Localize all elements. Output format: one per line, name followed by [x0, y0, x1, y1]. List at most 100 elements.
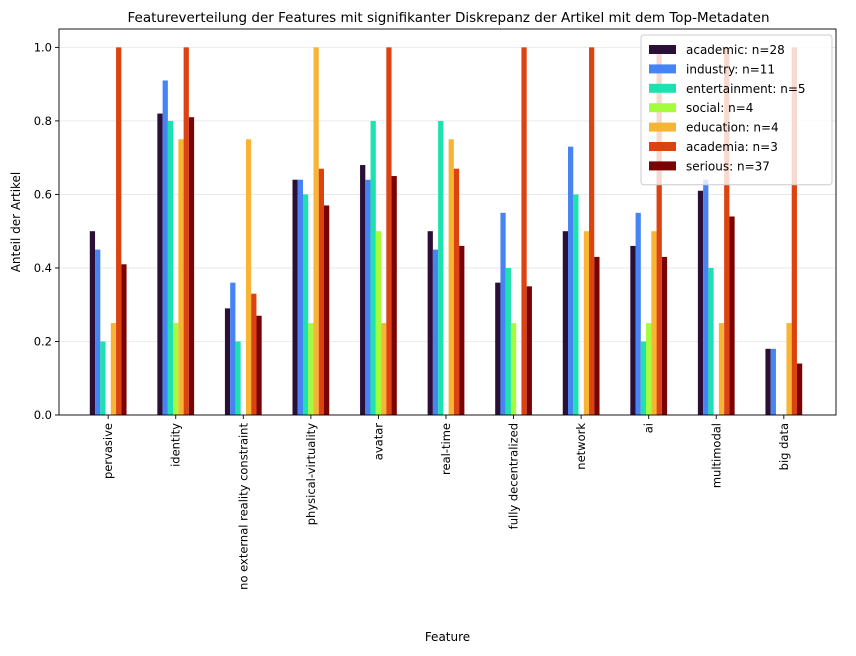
bar-identity-6: [188, 117, 195, 415]
x-tick-label: physical-virtuality: [304, 423, 318, 525]
x-tick-label: identity: [169, 423, 183, 467]
bar-no-external-reality-constraint-2: [235, 341, 241, 415]
bar-ai-6: [661, 256, 668, 415]
legend-entry: serious: n=37: [686, 159, 770, 173]
bar-no-external-reality-constraint-5: [251, 293, 257, 415]
bar-physical-virtuality-3: [308, 323, 314, 415]
y-tick-label: 0.6: [34, 187, 52, 201]
y-tick-label: 0.8: [34, 114, 52, 128]
bar-pervasive-2: [100, 341, 106, 415]
bar-network-5: [589, 47, 595, 415]
bar-multimodal-6: [729, 216, 735, 415]
bar-identity-0: [157, 113, 163, 416]
legend: academic: n=28 industry: n=11 entertainmen…: [640, 34, 833, 186]
bar-no-external-reality-constraint-1: [230, 282, 236, 415]
bar-physical-virtuality-4: [313, 47, 319, 415]
y-tick-label: 1.0: [34, 40, 52, 54]
x-axis-label: Feature: [425, 630, 470, 644]
bar-big-data-0: [765, 348, 771, 415]
bar-physical-virtuality-2: [302, 194, 309, 415]
bar-real-time-1: [432, 249, 439, 415]
x-tick-label: fully decentralized: [507, 423, 521, 529]
bar-multimodal-5: [724, 47, 730, 415]
bar-network-2: [573, 194, 579, 415]
y-tick-label: 0.2: [34, 334, 52, 348]
bar-fully-decentralized-3: [510, 323, 517, 415]
bar-pervasive-4: [110, 323, 117, 415]
bar-real-time-6: [459, 245, 465, 415]
bar-identity-1: [162, 80, 168, 415]
bar-no-external-reality-constraint-6: [256, 315, 262, 415]
bar-avatar-6: [391, 176, 397, 415]
bar-real-time-5: [453, 168, 460, 415]
bar-big-data-1: [770, 348, 776, 415]
x-tick-label: pervasive: [101, 423, 115, 479]
y-tick-label: 0.4: [34, 261, 52, 275]
x-tick-label: multimodal: [709, 423, 723, 488]
bar-fully-decentralized-2: [505, 267, 511, 415]
x-tick-label: network: [574, 423, 588, 470]
bar-network-0: [562, 231, 569, 415]
legend-swatch: [649, 83, 676, 93]
bar-multimodal-2: [708, 267, 714, 415]
bar-big-data-5: [791, 47, 797, 415]
bar-pervasive-5: [116, 47, 122, 415]
legend-swatch: [649, 45, 676, 54]
legend-entry: academic: n=28: [686, 43, 785, 57]
bar-physical-virtuality-1: [297, 179, 303, 415]
bar-pervasive-0: [89, 231, 96, 415]
y-axis-ticks: 0.0 0.2 0.4 0.6 0.8 1.0: [34, 40, 59, 422]
x-tick-label: avatar: [371, 423, 385, 460]
y-axis-label: Anteil der Artikel: [9, 172, 23, 273]
bar-avatar-4: [381, 323, 387, 415]
legend-entry: industry: n=11: [686, 62, 775, 76]
bar-avatar-1: [365, 179, 371, 415]
bar-ai-1: [635, 212, 641, 415]
bar-no-external-reality-constraint-4: [245, 139, 252, 416]
bar-ai-2: [640, 341, 647, 415]
bar-network-4: [583, 231, 590, 415]
bar-identity-4: [178, 139, 184, 416]
bar-no-external-reality-constraint-0: [224, 308, 231, 415]
bar-avatar-3: [375, 231, 382, 415]
legend-swatch: [649, 64, 676, 74]
legend-entry: academia: n=3: [686, 140, 778, 154]
chart-title: Featureverteilung der Features mit signi…: [127, 10, 769, 26]
legend-swatch: [649, 161, 676, 171]
x-tick-label: real-time: [439, 423, 453, 475]
y-tick-label: 0.0: [34, 408, 52, 422]
bar-network-6: [594, 256, 600, 415]
bar-identity-5: [183, 47, 189, 415]
bar-identity-2: [167, 120, 174, 416]
bar-physical-virtuality-5: [318, 168, 324, 415]
bar-pervasive-6: [121, 264, 127, 415]
bar-real-time-0: [427, 231, 433, 415]
bar-fully-decentralized-5: [521, 47, 527, 415]
bar-pervasive-1: [95, 249, 101, 415]
bar-multimodal-0: [697, 190, 704, 415]
bar-ai-5: [656, 47, 662, 415]
legend-box: [640, 34, 833, 186]
x-tick-label: no external reality constraint: [236, 423, 250, 590]
bar-physical-virtuality-6: [323, 205, 330, 415]
bar-ai-0: [630, 245, 636, 415]
legend-swatch: [649, 142, 676, 151]
bar-fully-decentralized-1: [500, 212, 506, 415]
bar-physical-virtuality-0: [292, 179, 298, 415]
bar-big-data-4: [786, 323, 792, 415]
bar-multimodal-1: [703, 179, 709, 415]
x-axis-ticks: pervasive identity no external reality con…: [101, 415, 791, 590]
bar-network-1: [568, 146, 574, 415]
x-tick-label: ai: [642, 423, 656, 433]
bar-ai-4: [651, 231, 657, 415]
x-tick-label: big data: [777, 423, 791, 470]
bar-big-data-6: [796, 363, 803, 415]
bar-ai-3: [646, 323, 652, 415]
legend-entry: education: n=4: [686, 121, 779, 135]
bar-fully-decentralized-0: [495, 282, 501, 415]
legend-entry: entertainment: n=5: [686, 82, 806, 96]
bar-avatar-2: [370, 120, 376, 416]
bar-real-time-4: [448, 139, 454, 416]
bar-avatar-0: [360, 165, 366, 415]
